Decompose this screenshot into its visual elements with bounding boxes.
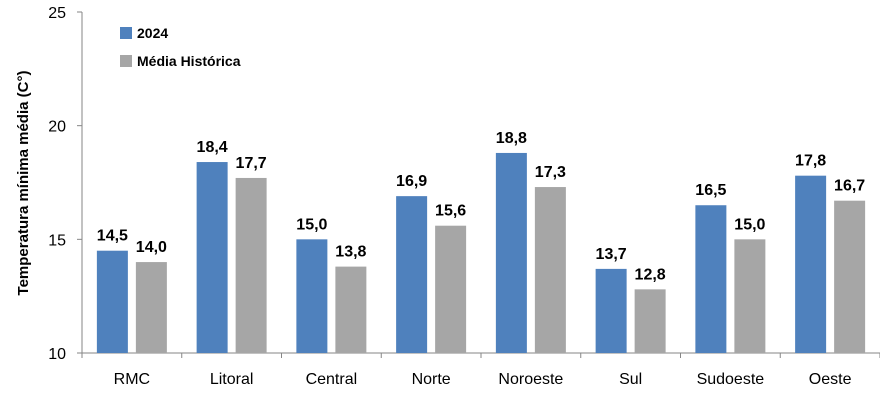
data-label: 18,4 xyxy=(197,139,228,156)
x-tick-label: RMC xyxy=(114,371,150,388)
bar-2024 xyxy=(196,162,228,353)
legend-label: 2024 xyxy=(137,25,168,41)
data-label: 16,5 xyxy=(695,182,726,199)
data-label: 16,9 xyxy=(396,173,427,190)
bar-2024 xyxy=(595,268,627,353)
bar-media-historica xyxy=(634,289,666,353)
legend-label: Média Histórica xyxy=(137,53,241,69)
bar-2024 xyxy=(795,175,827,353)
x-tick-label: Noroeste xyxy=(498,371,563,388)
data-label: 15,6 xyxy=(435,203,466,220)
data-label: 15,0 xyxy=(734,216,765,233)
data-label: 12,8 xyxy=(635,266,666,283)
y-tick-label: 25 xyxy=(48,5,66,22)
chart-data-labels: 14,5 14,0 18,4 17,7 15,0 13,8 16,9 15,6 18,8 17,3… xyxy=(97,130,865,283)
data-label: 14,5 xyxy=(97,228,128,245)
bar-media-historica xyxy=(734,239,766,353)
data-label: 17,7 xyxy=(236,155,267,172)
data-label: 17,8 xyxy=(795,153,826,170)
data-label: 18,8 xyxy=(496,130,527,147)
bar-2024 xyxy=(396,196,428,353)
bar-2024 xyxy=(96,250,128,353)
y-axis-label: Temperatura mínima média (C°) xyxy=(15,71,32,296)
chart-bars xyxy=(96,152,866,353)
data-label: 17,3 xyxy=(535,164,566,181)
legend-swatch xyxy=(120,27,132,39)
y-tick-label: 20 xyxy=(48,119,66,136)
bar-media-historica xyxy=(235,177,267,353)
x-tick-label: Sudoeste xyxy=(697,371,765,388)
legend-swatch xyxy=(120,55,132,67)
x-tick-label: Litoral xyxy=(210,371,254,388)
bar-2024 xyxy=(296,239,328,353)
bar-media-historica xyxy=(834,200,866,353)
data-label: 13,8 xyxy=(335,244,366,261)
bar-media-historica xyxy=(534,187,566,353)
chart-axes: 10 15 20 25 RMC Litoral Central Norte Noroeste Su… xyxy=(48,5,880,388)
x-tick-label: Central xyxy=(306,371,358,388)
x-tick-label: Norte xyxy=(412,371,451,388)
chart-legend: 2024 Média Histórica xyxy=(120,25,241,69)
x-tick-label: Sul xyxy=(619,371,642,388)
y-tick-label: 15 xyxy=(48,232,66,249)
bar-2024 xyxy=(695,205,727,353)
bar-media-historica xyxy=(435,225,467,353)
bar-2024 xyxy=(495,152,527,353)
data-label: 15,0 xyxy=(296,216,327,233)
data-label: 16,7 xyxy=(834,178,865,195)
bar-media-historica xyxy=(135,262,167,353)
x-tick-label: Oeste xyxy=(809,371,852,388)
data-label: 14,0 xyxy=(136,239,167,256)
data-label: 13,7 xyxy=(596,246,627,263)
bar-media-historica xyxy=(335,266,367,353)
y-tick-label: 10 xyxy=(48,346,66,363)
